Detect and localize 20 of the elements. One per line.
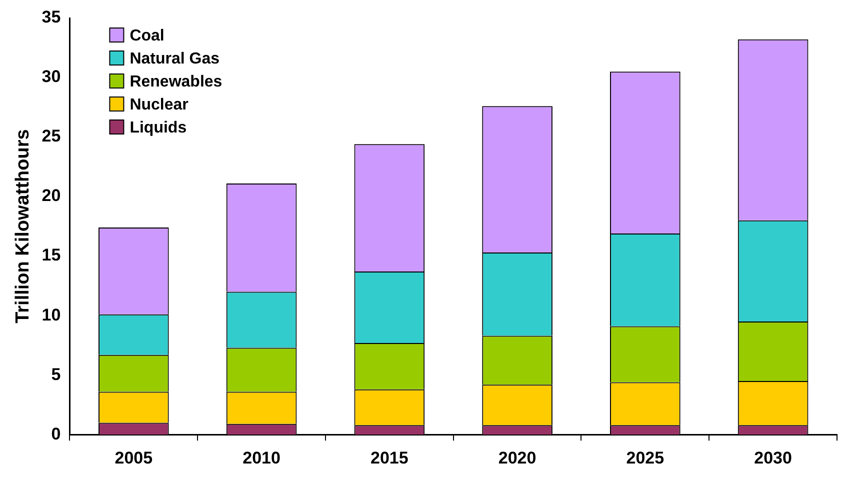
y-tick-label: 10 — [42, 305, 61, 324]
x-tick-label: 2030 — [754, 448, 792, 468]
x-tick-label: 2020 — [498, 448, 536, 468]
x-tick-label: 2025 — [626, 448, 664, 468]
legend-label: Renewables — [130, 73, 222, 90]
y-tick-label: 25 — [42, 126, 61, 146]
y-tick-label: 20 — [42, 186, 61, 206]
y-tick-label: 15 — [42, 246, 61, 265]
legend-label: Liquids — [130, 119, 187, 136]
legend-label: Nuclear — [130, 96, 188, 114]
y-tick-label: 0 — [51, 424, 61, 444]
y-tick-label: 5 — [51, 364, 61, 384]
y-tick-label: 30 — [42, 67, 61, 86]
legend-label: Coal — [130, 27, 164, 44]
x-tick-label: 2010 — [242, 448, 280, 468]
y-axis-title: Trillion Kilowatthours — [12, 129, 34, 324]
y-tick-label: 35 — [42, 8, 61, 27]
legend-label: Natural Gas — [130, 50, 220, 68]
x-tick-label: 2015 — [370, 448, 408, 468]
x-tick-label: 2005 — [114, 448, 153, 468]
